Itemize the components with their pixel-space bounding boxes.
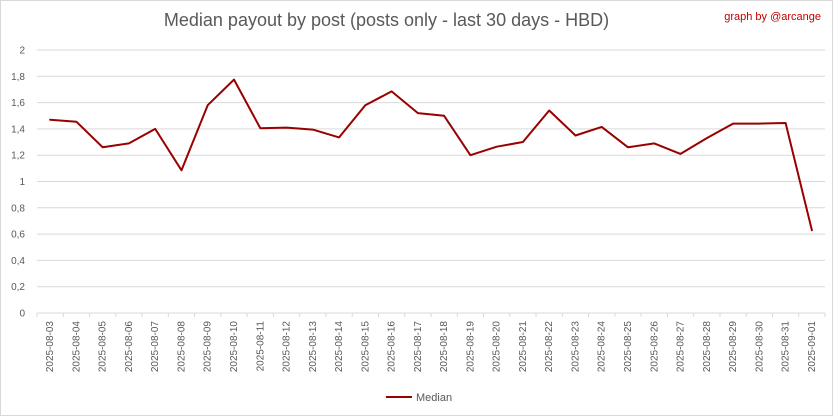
data-point: [469, 154, 472, 157]
data-point: [810, 229, 813, 232]
x-tick-label: 2025-08-12: [282, 321, 293, 373]
y-tick-label: 0,6: [11, 230, 25, 241]
data-point: [495, 145, 498, 148]
data-point: [627, 146, 630, 149]
x-tick-label: 2025-08-13: [308, 321, 319, 373]
data-point: [784, 121, 787, 124]
data-point: [364, 104, 367, 107]
y-tick-label: 0,4: [11, 256, 25, 267]
y-tick-label: 0,8: [11, 203, 25, 214]
x-tick-label: 2025-08-06: [124, 321, 135, 373]
y-tick-label: 1,4: [11, 124, 25, 135]
x-tick-label: 2025-08-23: [570, 321, 581, 373]
series-line-median: [49, 78, 813, 232]
x-tick-label: 2025-08-29: [728, 321, 739, 373]
data-point: [154, 127, 157, 130]
y-tick-label: 2: [19, 46, 25, 57]
data-point: [338, 136, 341, 139]
data-point: [732, 122, 735, 125]
x-tick-label: 2025-09-01: [807, 321, 818, 373]
x-tick-label: 2025-08-25: [623, 321, 634, 373]
x-tick-label: 2025-08-14: [334, 321, 345, 373]
data-point: [101, 146, 104, 149]
x-tick-label: 2025-08-16: [387, 321, 398, 373]
data-point: [443, 114, 446, 117]
data-point: [679, 152, 682, 155]
y-tick-label: 0: [19, 309, 25, 320]
data-point: [206, 104, 209, 107]
x-tick-label: 2025-08-03: [45, 321, 56, 373]
x-tick-label: 2025-08-30: [754, 321, 765, 373]
x-tick-label: 2025-08-22: [544, 321, 555, 373]
x-tick-label: 2025-08-28: [702, 321, 713, 373]
x-tick-label: 2025-08-15: [360, 321, 371, 373]
chart-title: Median payout by post (posts only - last…: [163, 10, 610, 30]
x-tick-label: 2025-08-24: [597, 321, 608, 373]
x-tick-label: 2025-08-31: [781, 321, 792, 373]
data-point: [180, 169, 183, 172]
data-point: [521, 141, 524, 144]
data-point: [233, 78, 236, 81]
data-point: [574, 134, 577, 137]
y-tick-label: 1,8: [11, 72, 25, 83]
x-tick-label: 2025-08-07: [150, 321, 161, 373]
chart-credit: graph by @arcange: [724, 11, 821, 23]
x-tick-label: 2025-08-27: [676, 321, 687, 373]
x-tick-label: 2025-08-21: [518, 321, 529, 373]
data-point: [259, 127, 262, 130]
data-point: [758, 122, 761, 125]
data-point: [653, 142, 656, 145]
x-tick-label: 2025-08-10: [229, 321, 240, 373]
y-tick-label: 1: [19, 177, 25, 188]
data-point: [548, 109, 551, 112]
data-point: [311, 128, 314, 131]
x-tick-label: 2025-08-26: [649, 321, 660, 373]
x-tick-label: 2025-08-05: [98, 321, 109, 373]
data-point: [49, 118, 52, 121]
data-point: [75, 120, 78, 123]
x-tick-label: 2025-08-19: [465, 321, 476, 373]
x-tick-label: 2025-08-17: [413, 321, 424, 373]
x-tick-label: 2025-08-09: [203, 321, 214, 373]
legend-label: Median: [416, 392, 452, 404]
x-tick-label: 2025-08-20: [492, 321, 503, 373]
x-tick-label: 2025-08-04: [71, 321, 82, 373]
y-tick-label: 1,2: [11, 151, 25, 162]
data-point: [705, 137, 708, 140]
y-tick-label: 1,6: [11, 98, 25, 109]
data-point: [127, 142, 130, 145]
data-point: [285, 126, 288, 129]
x-tick-label: 2025-08-08: [176, 321, 187, 373]
x-tick-label: 2025-08-11: [255, 321, 266, 372]
data-point: [600, 125, 603, 128]
y-tick-label: 0,2: [11, 282, 25, 293]
data-point: [416, 112, 419, 115]
x-tick-label: 2025-08-18: [439, 321, 450, 373]
data-point: [390, 90, 393, 93]
